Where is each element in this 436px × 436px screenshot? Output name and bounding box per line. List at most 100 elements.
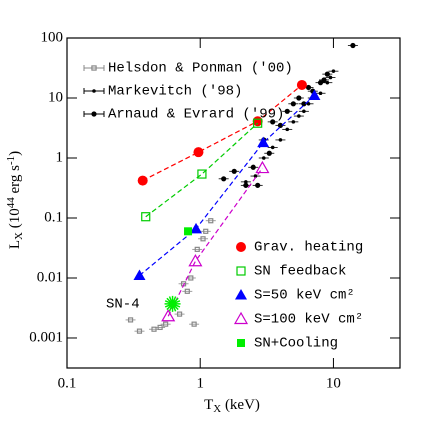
point [302,109,306,114]
y-axis-label: LX (1044 erg s-1) [5,151,25,249]
point [188,254,203,267]
y-axis-label-part: 44 [5,197,17,209]
point [244,180,248,184]
point [188,275,194,281]
legend-label: Markevitch ('98) [108,84,242,100]
point [270,145,275,150]
point [191,321,197,327]
point [301,101,307,107]
legend-label: SN+Cooling [254,336,338,352]
point [231,168,237,174]
point [350,42,356,49]
point [221,176,227,182]
model-line [167,167,263,317]
point [184,288,190,294]
point [290,101,296,107]
point [176,311,183,317]
y-axis-label-part: ) [7,151,23,156]
point [164,295,181,312]
point [270,119,276,125]
legend-marker [237,339,245,347]
point [261,156,266,160]
y-tick-label: 0.1 [44,209,63,225]
point [321,77,327,83]
y-axis-label-part: X [13,232,25,240]
legend-marker [91,65,97,71]
y-axis-label-part: erg s [7,165,23,197]
point [127,317,134,323]
point [137,175,148,186]
legend-marker [92,89,96,93]
y-tick-label: 0.01 [37,269,63,285]
legend-label: S=100 keV cm² [254,312,363,328]
point [278,138,283,142]
y-tick-label: 100 [41,29,64,45]
point [194,246,200,252]
legend-label: Helsdon & Ponman ('00) [108,61,293,77]
point [285,127,290,132]
y-axis-label-part: -1 [5,156,17,165]
legend-label: S=50 keV cm² [254,288,355,304]
point [133,269,146,281]
y-tick-label: 10 [48,89,63,105]
y-axis-label-part: (10 [7,208,23,232]
point [317,80,324,86]
point [308,89,321,101]
point [255,160,270,174]
point [157,324,163,331]
point [253,118,263,128]
legend-marker [233,311,249,325]
point [161,309,176,322]
point [184,227,193,236]
point [305,84,312,91]
model-line [145,122,259,218]
y-tick-label: 0.001 [29,329,63,345]
point [291,120,296,124]
point [193,147,204,158]
point [296,95,302,101]
point [255,182,261,188]
point [277,122,284,128]
point [136,328,143,334]
legend-label: Arnaud & Evrard ('99) [108,107,284,123]
legend-marker [236,242,246,252]
point [190,222,203,234]
model-line [139,95,315,276]
point [296,79,307,90]
legend-label: Grav. heating [254,240,363,256]
legend-marker [91,111,97,117]
point [328,75,333,80]
point [324,71,330,77]
point [208,218,214,224]
point [151,326,157,332]
x-axis-label: TX (keV) [204,397,260,414]
point [325,80,330,85]
annotation: SN-4 [106,297,140,313]
y-tick-label: 1 [56,149,64,165]
point [297,114,301,118]
x-axis-label-part: X [213,403,221,415]
x-tick-label: 1 [196,375,204,391]
point [266,150,272,156]
point [318,91,323,96]
point [141,212,151,222]
point [200,236,206,242]
legend-label: SN feedback [254,264,346,280]
point [197,169,207,179]
legend-marker [235,289,247,300]
point [203,228,209,234]
point [250,164,256,170]
x-axis-label-part: T [204,397,213,413]
point [257,136,270,148]
point [284,108,290,114]
x-axis-label-part: (keV) [221,397,260,413]
x-tick-label: 10 [326,375,341,391]
point [253,174,258,178]
point [163,321,169,327]
legend-marker [236,266,246,276]
y-axis-label-part: L [7,240,23,249]
point [331,69,336,73]
plot-frame [66,37,401,369]
